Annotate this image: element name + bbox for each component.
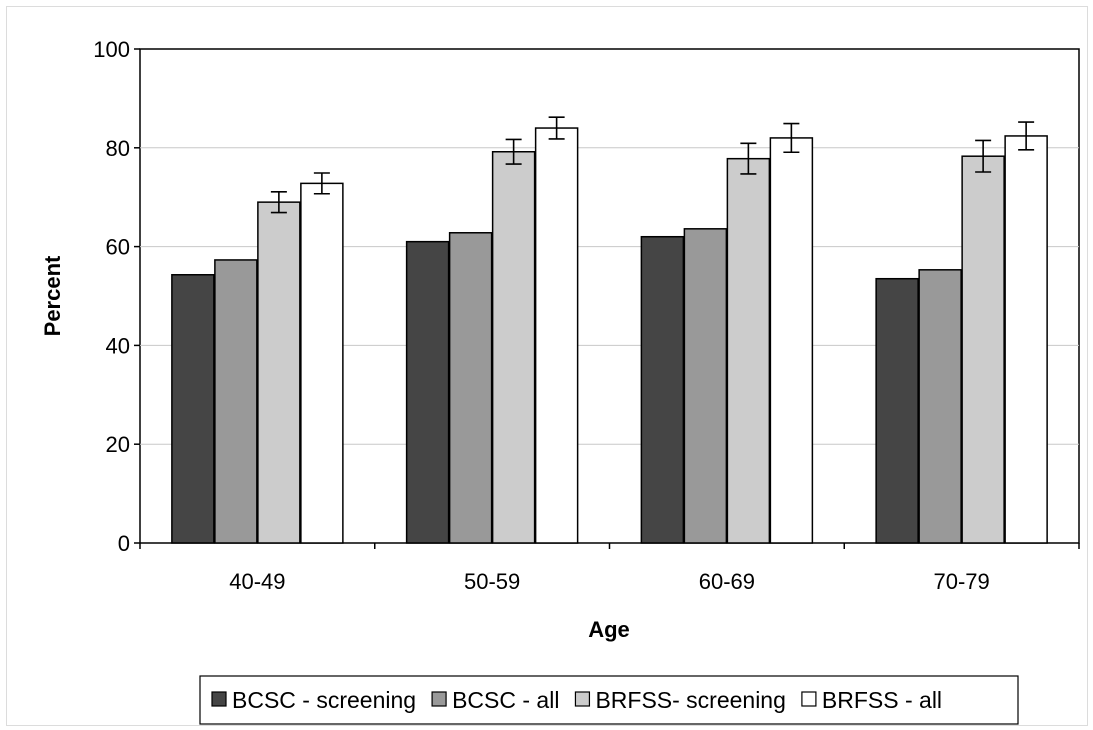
legend-label: BCSC - screening xyxy=(232,687,416,713)
bar xyxy=(491,151,536,544)
legend-swatch xyxy=(801,691,817,707)
bar xyxy=(448,232,493,544)
bar xyxy=(257,201,301,544)
legend-label: BRFSS- screening xyxy=(595,687,785,713)
x-tick-labels: 40-49 50-59 60-69 70-79 xyxy=(229,569,990,594)
bar xyxy=(918,269,962,544)
bar xyxy=(769,137,814,544)
bar xyxy=(171,274,215,544)
bar xyxy=(683,228,728,544)
x-axis-title: Age xyxy=(588,617,630,642)
bar xyxy=(214,259,258,544)
bar xyxy=(405,240,450,544)
bar xyxy=(961,155,1005,544)
legend-label: BRFSS - all xyxy=(822,687,942,713)
bar xyxy=(1004,135,1048,544)
axes xyxy=(134,48,1080,549)
legend-box xyxy=(199,675,1019,725)
y-tick-labels: 0 20 40 60 80 100 xyxy=(93,37,130,556)
bars xyxy=(171,127,1048,544)
bar xyxy=(875,277,919,544)
x-tick-label: 60-69 xyxy=(699,569,755,594)
y-tick-label: 20 xyxy=(106,432,130,457)
bar xyxy=(534,127,579,544)
x-tick-label: 70-79 xyxy=(933,569,989,594)
chart-frame xyxy=(6,6,1088,726)
x-tick-label: 40-49 xyxy=(229,569,285,594)
legend-swatch xyxy=(574,691,591,707)
bar xyxy=(300,182,344,544)
y-axis-title: Percent xyxy=(40,255,65,336)
y-tick-label: 60 xyxy=(106,235,130,260)
y-tick-label: 100 xyxy=(93,37,130,62)
bar xyxy=(726,157,771,544)
legend-swatch xyxy=(431,691,447,707)
y-tick-label: 80 xyxy=(106,136,130,161)
legend: BCSC - screening BCSC - all BRFSS- screeni… xyxy=(199,675,1019,725)
x-tick-label: 50-59 xyxy=(464,569,520,594)
y-tick-label: 40 xyxy=(106,333,130,358)
y-tick-label: 0 xyxy=(118,531,130,556)
error-bars xyxy=(270,116,1035,214)
legend-label: BCSC - all xyxy=(452,687,559,713)
legend-swatch xyxy=(211,691,227,707)
bar xyxy=(640,235,685,544)
